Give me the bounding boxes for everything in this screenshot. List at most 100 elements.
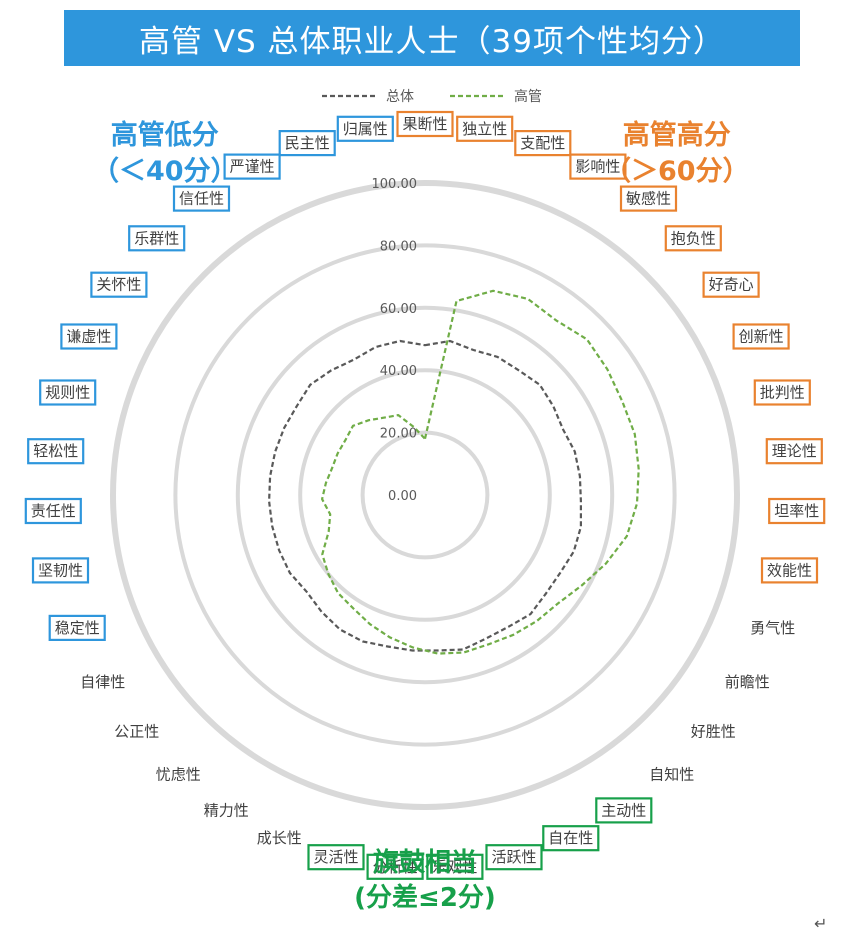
category-label: 轻松性 <box>27 438 85 465</box>
category-label: 乐观性 <box>426 853 484 880</box>
category-label-text: 成长性 <box>257 829 302 847</box>
category-label: 灵活性 <box>307 844 365 871</box>
category-label: 活跃性 <box>485 844 543 871</box>
category-label-text: 理论性 <box>772 442 817 460</box>
category-label: 公正性 <box>114 722 159 740</box>
category-label-text: 果断性 <box>402 115 447 133</box>
category-label-text: 影响性 <box>575 158 620 176</box>
category-label: 自知性 <box>649 765 694 783</box>
category-label-text: 忧虑性 <box>156 765 201 783</box>
category-label: 批判性 <box>753 379 811 406</box>
category-label-text: 谦虚性 <box>66 328 111 346</box>
grid-ring <box>298 368 552 622</box>
category-highlight-box <box>702 271 760 298</box>
category-label-text: 信任性 <box>179 190 224 208</box>
category-highlight-box <box>595 797 653 824</box>
category-label: 忧虑性 <box>156 765 201 783</box>
grid-ring <box>173 243 677 747</box>
category-label: 自律性 <box>80 673 125 691</box>
radial-tick-label: 100.00 <box>372 177 418 192</box>
category-label-text: 责任性 <box>31 502 76 520</box>
category-label-text: 乐群性 <box>134 229 179 247</box>
category-label: 坚韧性 <box>31 557 90 584</box>
category-labels: 果断性 独立性支配性影响性敏感性抱负性好奇心创新性批判性理论性坦率性效能性勇气性前… <box>24 110 826 880</box>
category-label-text: 自知性 <box>649 765 694 783</box>
category-label-text: 主动性 <box>601 801 646 819</box>
category-highlight-box <box>223 153 281 180</box>
category-label: 独立性 <box>456 115 514 142</box>
radial-ticks: 0.00 20.00 40.00 60.00 80.00 100.00 <box>372 177 418 504</box>
category-highlight-box <box>336 115 394 142</box>
category-highlight-box <box>90 271 148 298</box>
grid-ring <box>235 305 615 685</box>
category-label-text: 抱负性 <box>671 229 716 247</box>
category-label-text: 自在性 <box>548 829 593 847</box>
low-score-range: （＜40分） <box>92 156 238 188</box>
category-label-text: 乐观性 <box>432 858 477 876</box>
category-label-text: 灵活性 <box>313 848 358 866</box>
category-label: 抱负性 <box>664 225 722 252</box>
series-line-total <box>268 339 583 652</box>
category-label: 自在性 <box>542 825 600 852</box>
category-highlight-box <box>128 225 186 252</box>
category-label-text: 勇气性 <box>750 619 795 637</box>
category-highlight-box <box>514 130 572 157</box>
high-score-range: （＞60分） <box>604 156 750 188</box>
category-highlight-box <box>760 557 819 584</box>
category-label-text: 批判性 <box>760 384 805 402</box>
category-label: 创新性 <box>732 323 790 350</box>
category-label: 支配性 <box>514 130 572 157</box>
category-label: 主动性 <box>595 797 653 824</box>
category-label-text: 独立性 <box>462 120 507 138</box>
category-highlight-box <box>456 115 514 142</box>
category-label-text: 精力性 <box>204 801 249 819</box>
category-label-text: 规则性 <box>45 384 90 402</box>
category-label: 敏感性 <box>619 185 678 212</box>
category-label-text: 自律性 <box>80 673 125 691</box>
category-highlight-box <box>48 614 106 642</box>
category-label-text: 好奇心 <box>709 276 754 294</box>
category-label-text: 创新性 <box>739 328 784 346</box>
category-highlight-box <box>619 185 678 212</box>
category-label-text: 坚韧性 <box>38 561 83 579</box>
category-highlight-box <box>307 844 365 871</box>
equal-score-annotation: 旗鼓相当 (分差≤2分) <box>330 846 520 916</box>
category-highlight-box <box>31 557 90 584</box>
grid-ring <box>360 430 490 560</box>
category-label: 成长性 <box>257 829 302 847</box>
category-label-text: 前瞻性 <box>725 673 770 691</box>
category-highlight-box <box>542 825 600 852</box>
category-label: 果断性 <box>396 110 454 138</box>
category-label-text: 坦率性 <box>774 502 819 520</box>
category-label-text: 民主性 <box>285 134 330 152</box>
category-label: 稳定性 <box>48 614 106 642</box>
category-label: 关怀性 <box>90 271 148 298</box>
category-label-text: 支配性 <box>520 134 565 152</box>
category-label: 效能性 <box>760 557 819 584</box>
radial-tick-label: 60.00 <box>380 302 417 317</box>
category-label-text: 关怀性 <box>96 276 141 294</box>
radial-tick-label: 20.00 <box>380 427 417 442</box>
category-highlight-box <box>765 438 823 465</box>
category-highlight-box <box>396 110 454 138</box>
category-highlight-box <box>366 853 424 880</box>
category-label: 规则性 <box>39 379 97 406</box>
radar-grid <box>110 180 740 810</box>
legend-entry: 高管 <box>514 88 542 105</box>
legend: 总体 高管 <box>322 88 542 105</box>
category-label: 影响性 <box>569 153 627 180</box>
category-label: 谦虚性 <box>60 323 118 350</box>
category-highlight-box <box>60 323 118 350</box>
return-mark: ↵ <box>814 914 828 933</box>
category-label-text: 严谨性 <box>230 158 275 176</box>
category-highlight-box <box>278 130 336 157</box>
category-label-text: 公正性 <box>114 722 159 740</box>
category-highlight-box <box>39 379 97 406</box>
category-label: 归属性 <box>336 115 394 142</box>
series-layer <box>268 289 640 655</box>
category-highlight-box <box>27 438 85 465</box>
series-line-exec <box>321 289 640 655</box>
category-label: 分析性 <box>366 853 424 880</box>
category-highlight-box <box>732 323 790 350</box>
